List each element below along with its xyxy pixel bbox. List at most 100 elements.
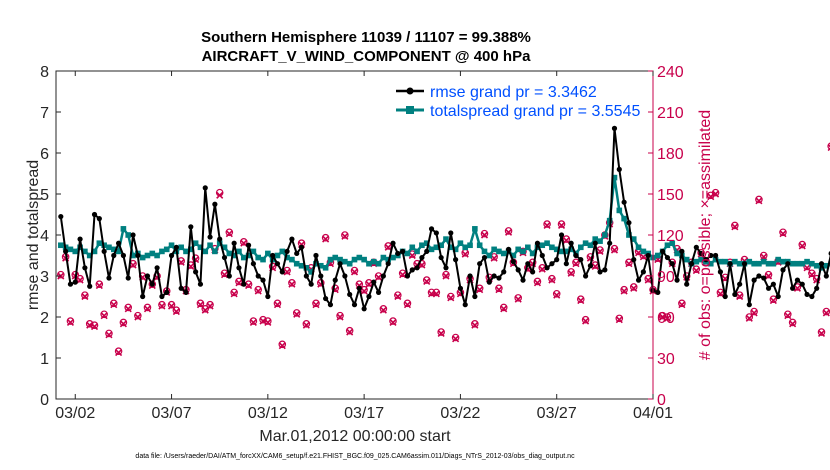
rmse-point <box>640 269 646 275</box>
totalspread-point <box>106 244 112 251</box>
totalspread-point <box>751 260 757 267</box>
obs-assimilated-point <box>134 313 142 321</box>
rmse-point <box>433 230 439 236</box>
obs-possible-point <box>264 317 272 325</box>
totalspread-point <box>192 240 199 246</box>
totalspread-point <box>366 260 372 267</box>
totalspread-point <box>722 258 729 265</box>
obs-assimilated-point <box>596 247 604 255</box>
totalspread-point <box>481 248 488 255</box>
totalspread-point <box>635 244 642 251</box>
rmse-point <box>308 281 314 287</box>
rmse-point <box>486 279 492 285</box>
rmse-point <box>260 277 266 283</box>
totalspread-point <box>115 248 122 255</box>
rmse-point <box>496 275 502 281</box>
obs-assimilated-point <box>384 243 392 251</box>
obs-assimilated-point <box>196 301 205 309</box>
obs-possible-point <box>514 294 522 302</box>
rmse-point <box>481 254 488 261</box>
obs-possible-point <box>480 229 489 238</box>
totalspread-point <box>370 258 377 265</box>
rmse-point <box>375 289 382 295</box>
totalspread-point <box>438 242 444 249</box>
obs-assimilated-point <box>375 273 383 281</box>
obs-assimilated-point <box>644 276 652 284</box>
obs-assimilated-point <box>350 268 359 276</box>
rmse-point <box>221 254 228 261</box>
rmse-point <box>756 273 762 279</box>
obs-possible-point <box>398 269 407 278</box>
totalspread-point <box>149 250 156 257</box>
obs-assimilated-point <box>731 223 739 231</box>
rmse-point <box>794 277 801 283</box>
obs-possible-point <box>620 285 628 294</box>
rmse-point <box>770 281 776 287</box>
obs-possible-point <box>81 291 89 299</box>
x-tick-label: 03/02 <box>55 405 95 422</box>
obs-assimilated-point <box>591 262 599 270</box>
totalspread-point <box>813 262 820 269</box>
totalspread-point <box>577 244 584 251</box>
totalspread-point <box>809 260 815 267</box>
y-axis-right-label: # of obs: o=possible; ×=assimilated <box>697 110 714 360</box>
totalspread-point <box>732 258 738 265</box>
obs-possible-point <box>610 244 619 253</box>
totalspread-point <box>664 242 671 249</box>
rmse-point <box>515 267 521 273</box>
totalspread-point <box>125 232 132 238</box>
obs-assimilated-point <box>254 287 262 295</box>
rmse-point <box>236 265 242 271</box>
obs-assimilated-point <box>216 191 224 199</box>
totalspread-point <box>110 246 117 253</box>
obs-possible-point <box>731 221 739 230</box>
rmse-point <box>737 281 743 287</box>
obs-assimilated-point <box>582 317 590 325</box>
obs-possible-point <box>678 299 686 308</box>
obs-possible-point <box>191 254 200 263</box>
totalspread-point <box>236 248 242 255</box>
obs-possible-point <box>572 258 580 267</box>
rmse-point <box>265 293 271 300</box>
y-right-tick-label: 240 <box>657 64 684 81</box>
totalspread-point <box>476 242 483 249</box>
totalspread-point <box>159 248 165 255</box>
rmse-point <box>183 289 189 295</box>
obs-assimilated-point <box>692 266 700 275</box>
obs-assimilated-point <box>630 284 638 292</box>
totalspread-point <box>467 242 473 249</box>
totalspread-point <box>226 250 233 257</box>
obs-possible-point <box>302 320 311 328</box>
rmse-point <box>173 244 179 250</box>
obs-assimilated-point <box>437 329 445 337</box>
rmse-point <box>746 302 752 308</box>
obs-assimilated-point <box>769 297 777 305</box>
rmse-point <box>159 293 165 300</box>
totalspread-point <box>756 260 762 267</box>
rmse-point <box>409 267 415 273</box>
obs-possible-point <box>95 280 104 289</box>
obs-possible-point <box>288 279 296 287</box>
rmse-point <box>414 265 420 271</box>
obs-assimilated-point <box>798 242 806 250</box>
totalspread-point <box>443 236 449 242</box>
obs-possible-point <box>499 303 508 312</box>
totalspread-point <box>568 246 574 253</box>
rmse-point <box>154 265 160 271</box>
obs-assimilated-point <box>293 310 301 318</box>
obs-possible-point <box>57 270 65 279</box>
obs-possible-point <box>336 311 344 320</box>
obs-possible-point <box>341 231 349 239</box>
obs-possible-point <box>321 233 330 242</box>
obs-possible-point <box>788 318 797 327</box>
obs-possible-point <box>119 318 128 327</box>
rmse-point <box>765 285 772 291</box>
totalspread-point <box>823 262 830 269</box>
obs-assimilated-point <box>495 286 503 294</box>
rmse-point <box>274 261 281 267</box>
totalspread-point <box>611 174 618 181</box>
totalspread-point <box>496 248 502 255</box>
rmse-point <box>72 279 78 285</box>
obs-possible-point <box>504 227 513 235</box>
totalspread-point <box>91 248 98 255</box>
